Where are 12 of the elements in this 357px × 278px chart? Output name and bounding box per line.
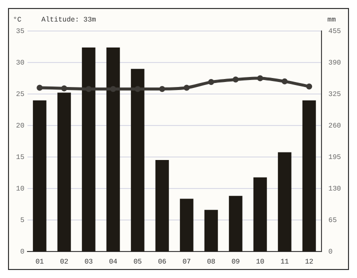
bar: [278, 152, 292, 252]
bar: [204, 210, 218, 252]
bar: [180, 198, 194, 252]
bar: [106, 47, 120, 252]
bar: [130, 68, 144, 252]
bar: [32, 100, 46, 252]
bar: [155, 160, 169, 252]
bar: [82, 47, 96, 252]
bar: [302, 100, 316, 252]
bar: [253, 177, 267, 252]
bar: [57, 92, 71, 252]
bar: [228, 196, 242, 252]
